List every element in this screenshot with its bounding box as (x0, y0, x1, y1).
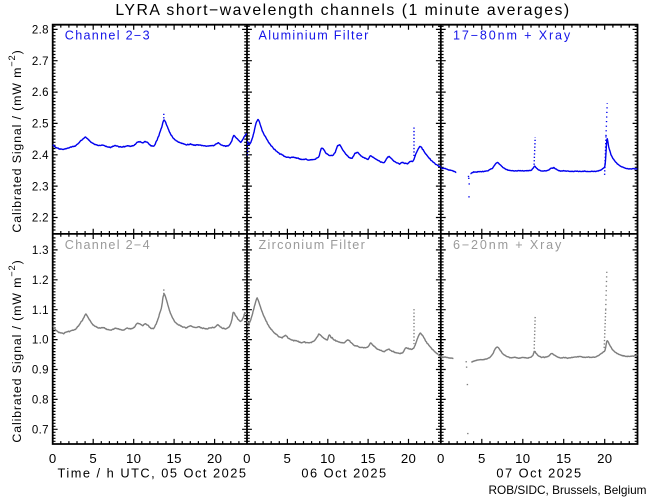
svg-text:Aluminium Filter: Aluminium Filter (259, 29, 370, 43)
svg-text:1.3: 1.3 (32, 245, 49, 257)
svg-text:0: 0 (243, 451, 251, 466)
svg-text:15: 15 (166, 451, 181, 466)
svg-text:1.2: 1.2 (32, 275, 49, 287)
svg-text:Calibrated Signal / (mW m−2): Calibrated Signal / (mW m−2) (7, 259, 24, 442)
svg-text:06 Oct 2025: 06 Oct 2025 (301, 465, 387, 480)
svg-text:5: 5 (478, 451, 486, 466)
svg-text:20: 20 (207, 451, 222, 466)
svg-text:0: 0 (437, 451, 445, 466)
svg-text:6−20nm + Xray: 6−20nm + Xray (453, 238, 563, 252)
svg-text:2.4: 2.4 (32, 150, 49, 162)
svg-text:2.6: 2.6 (32, 87, 49, 99)
svg-text:Channel 2−4: Channel 2−4 (65, 238, 151, 252)
svg-text:2.2: 2.2 (32, 213, 49, 225)
svg-text:2.3: 2.3 (32, 181, 49, 193)
svg-text:1.0: 1.0 (32, 335, 49, 347)
svg-text:17−80nm + Xray: 17−80nm + Xray (453, 29, 572, 43)
svg-text:20: 20 (401, 451, 416, 466)
svg-text:2.7: 2.7 (32, 56, 49, 68)
svg-text:10: 10 (126, 451, 141, 466)
svg-text:15: 15 (556, 451, 571, 466)
svg-text:0.9: 0.9 (32, 365, 49, 377)
svg-text:10: 10 (320, 451, 335, 466)
svg-text:1.1: 1.1 (32, 305, 49, 317)
svg-text:15: 15 (360, 451, 375, 466)
svg-text:0.7: 0.7 (32, 424, 49, 436)
svg-text:Calibrated Signal / (mW m−2): Calibrated Signal / (mW m−2) (7, 49, 24, 232)
svg-text:Zirconium Filter: Zirconium Filter (259, 238, 367, 252)
svg-text:0.8: 0.8 (32, 395, 49, 407)
svg-text:5: 5 (284, 451, 292, 466)
svg-text:Channel 2−3: Channel 2−3 (65, 29, 151, 43)
svg-text:10: 10 (515, 451, 530, 466)
svg-text:Time / h UTC, 05 Oct 2025: Time / h UTC, 05 Oct 2025 (58, 465, 248, 480)
svg-text:2.8: 2.8 (32, 25, 49, 37)
svg-text:5: 5 (89, 451, 97, 466)
svg-text:07 Oct 2025: 07 Oct 2025 (496, 465, 582, 480)
svg-text:ROB/SIDC, Brussels, Belgium: ROB/SIDC, Brussels, Belgium (489, 483, 647, 497)
svg-text:0: 0 (49, 451, 57, 466)
svg-text:LYRA short−wavelength channels: LYRA short−wavelength channels (1 minute… (115, 2, 570, 19)
svg-text:20: 20 (597, 451, 612, 466)
svg-text:2.5: 2.5 (32, 119, 49, 131)
